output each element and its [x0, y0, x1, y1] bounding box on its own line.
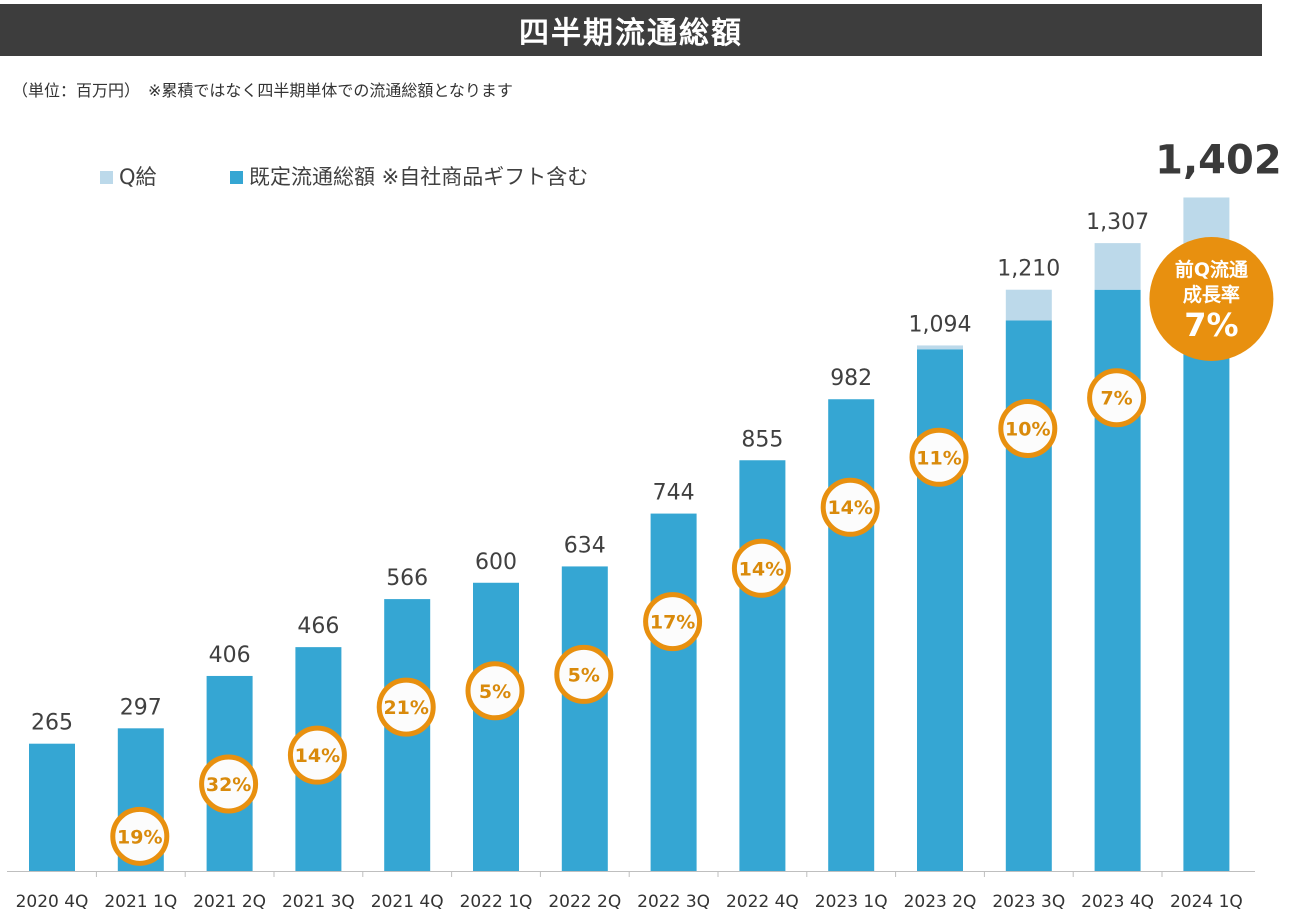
- growth-label: 14%: [827, 497, 872, 519]
- total-label: 744: [653, 481, 695, 506]
- growth-label: 11%: [916, 447, 961, 469]
- growth-circle: [820, 477, 880, 537]
- growth-label: 21%: [383, 697, 428, 719]
- x-tick-label: 2021 1Q: [104, 892, 177, 912]
- x-tick-label: 2021 2Q: [193, 892, 266, 912]
- unit-note: （単位：百万円） ※累積ではなく四半期単体での流通総額となります: [12, 81, 513, 100]
- total-label: 600: [475, 550, 517, 575]
- growth-label: 7%: [1100, 388, 1132, 410]
- x-tick-label: 2024 1Q: [1170, 892, 1243, 912]
- total-label: 566: [386, 566, 428, 591]
- bar-qkyu: [1094, 243, 1141, 290]
- growth-circle: [554, 644, 614, 704]
- growth-callout-circle: [1149, 237, 1274, 361]
- chart-title: 四半期流通総額: [519, 16, 743, 51]
- bar-base: [739, 460, 786, 871]
- x-tick-label: 2021 3Q: [282, 892, 355, 912]
- total-label: 406: [209, 643, 251, 668]
- total-label: 466: [297, 614, 339, 639]
- bar-base: [561, 566, 608, 871]
- legend-swatch-base: [230, 171, 243, 184]
- growth-circle: [731, 538, 791, 598]
- growth-label: 10%: [1005, 418, 1050, 440]
- x-tick-label: 2023 2Q: [904, 892, 977, 912]
- growth-circle: [199, 754, 259, 814]
- growth-label: 14%: [739, 558, 784, 580]
- growth-label: 32%: [206, 774, 251, 796]
- bar-base: [917, 349, 963, 871]
- x-tick-label: 2022 3Q: [637, 892, 710, 912]
- growth-circle: [465, 661, 525, 721]
- bar-base: [473, 582, 519, 871]
- growth-callout-line1: 前Q流通: [1175, 258, 1249, 281]
- growth-circle: [998, 398, 1058, 458]
- bar-base: [650, 513, 697, 871]
- x-tick-label: 2022 1Q: [460, 892, 533, 912]
- bar-qkyu: [917, 345, 963, 350]
- x-tick-label: 2020 4Q: [16, 892, 89, 912]
- total-label: 297: [120, 695, 162, 720]
- total-label: 1,402: [1155, 137, 1282, 183]
- growth-circle: [287, 725, 347, 785]
- total-label: 1,094: [909, 312, 972, 337]
- growth-circle: [643, 592, 703, 652]
- total-label: 1,210: [997, 257, 1060, 282]
- growth-callout-value: 7%: [1184, 306, 1238, 344]
- growth-label: 5%: [568, 664, 600, 686]
- chart-title-bar: 四半期流通総額: [0, 4, 1262, 56]
- growth-label: 14%: [295, 745, 340, 767]
- legend-label-qkyu: Q給: [119, 165, 157, 189]
- x-tick-label: 2022 4Q: [726, 892, 799, 912]
- total-label: 265: [31, 711, 73, 736]
- x-tick-label: 2023 1Q: [815, 892, 888, 912]
- growth-callout-line2: 成長率: [1183, 283, 1240, 306]
- x-tick-label: 2023 3Q: [992, 892, 1065, 912]
- growth-circle: [1087, 368, 1147, 428]
- growth-label: 19%: [117, 826, 162, 848]
- growth-label: 17%: [650, 612, 695, 634]
- x-tick-label: 2021 4Q: [371, 892, 444, 912]
- legend-label-base: 既定流通総額 ※自社商品ギフト含む: [249, 165, 588, 189]
- total-label: 1,307: [1086, 210, 1149, 235]
- growth-circle: [376, 677, 436, 737]
- bar-base: [828, 399, 875, 871]
- legend-swatch-qkyu: [100, 171, 113, 184]
- bar-qkyu: [1005, 289, 1052, 321]
- growth-label: 5%: [479, 681, 511, 703]
- x-tick-label: 2022 2Q: [548, 892, 621, 912]
- total-label: 982: [830, 366, 872, 391]
- total-label: 634: [564, 533, 606, 558]
- growth-circle: [909, 427, 969, 487]
- bar-base: [29, 743, 75, 871]
- growth-circle: [110, 806, 170, 866]
- total-label: 855: [741, 427, 783, 452]
- x-tick-label: 2023 4Q: [1081, 892, 1154, 912]
